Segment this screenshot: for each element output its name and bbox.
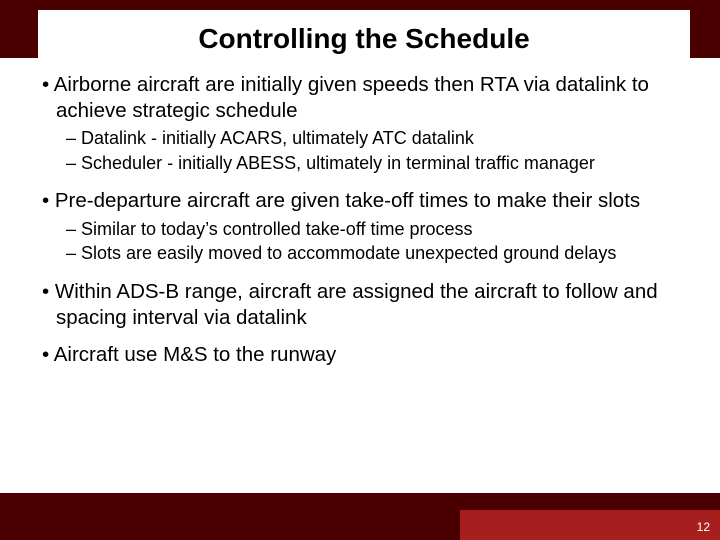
bullet-group-3: Within ADS-B range, aircraft are assigne… — [38, 279, 690, 330]
bullet-group-1: Airborne aircraft are initially given sp… — [38, 72, 690, 174]
bullet-item: Pre-departure aircraft are given take-of… — [38, 188, 690, 214]
bullet-item: Within ADS-B range, aircraft are assigne… — [38, 279, 690, 330]
slide: Controlling the Schedule Airborne aircra… — [0, 0, 720, 540]
page-number: 12 — [697, 520, 710, 534]
slide-body: Airborne aircraft are initially given sp… — [38, 58, 690, 368]
footer-accent: 12 — [460, 510, 720, 540]
sub-bullet-item: Similar to today’s controlled take-off t… — [38, 218, 690, 241]
sub-bullet-item: Datalink - initially ACARS, ultimately A… — [38, 127, 690, 150]
bullet-group-4: Aircraft use M&S to the runway — [38, 342, 690, 368]
slide-title: Controlling the Schedule — [38, 10, 690, 58]
content-area: Controlling the Schedule Airborne aircra… — [0, 58, 720, 493]
sub-bullet-item: Slots are easily moved to accommodate un… — [38, 242, 690, 265]
bullet-group-2: Pre-departure aircraft are given take-of… — [38, 188, 690, 265]
bullet-item: Airborne aircraft are initially given sp… — [38, 72, 690, 123]
footer-band: 12 — [0, 493, 720, 540]
sub-bullet-item: Scheduler - initially ABESS, ultimately … — [38, 152, 690, 175]
bullet-item: Aircraft use M&S to the runway — [38, 342, 690, 368]
